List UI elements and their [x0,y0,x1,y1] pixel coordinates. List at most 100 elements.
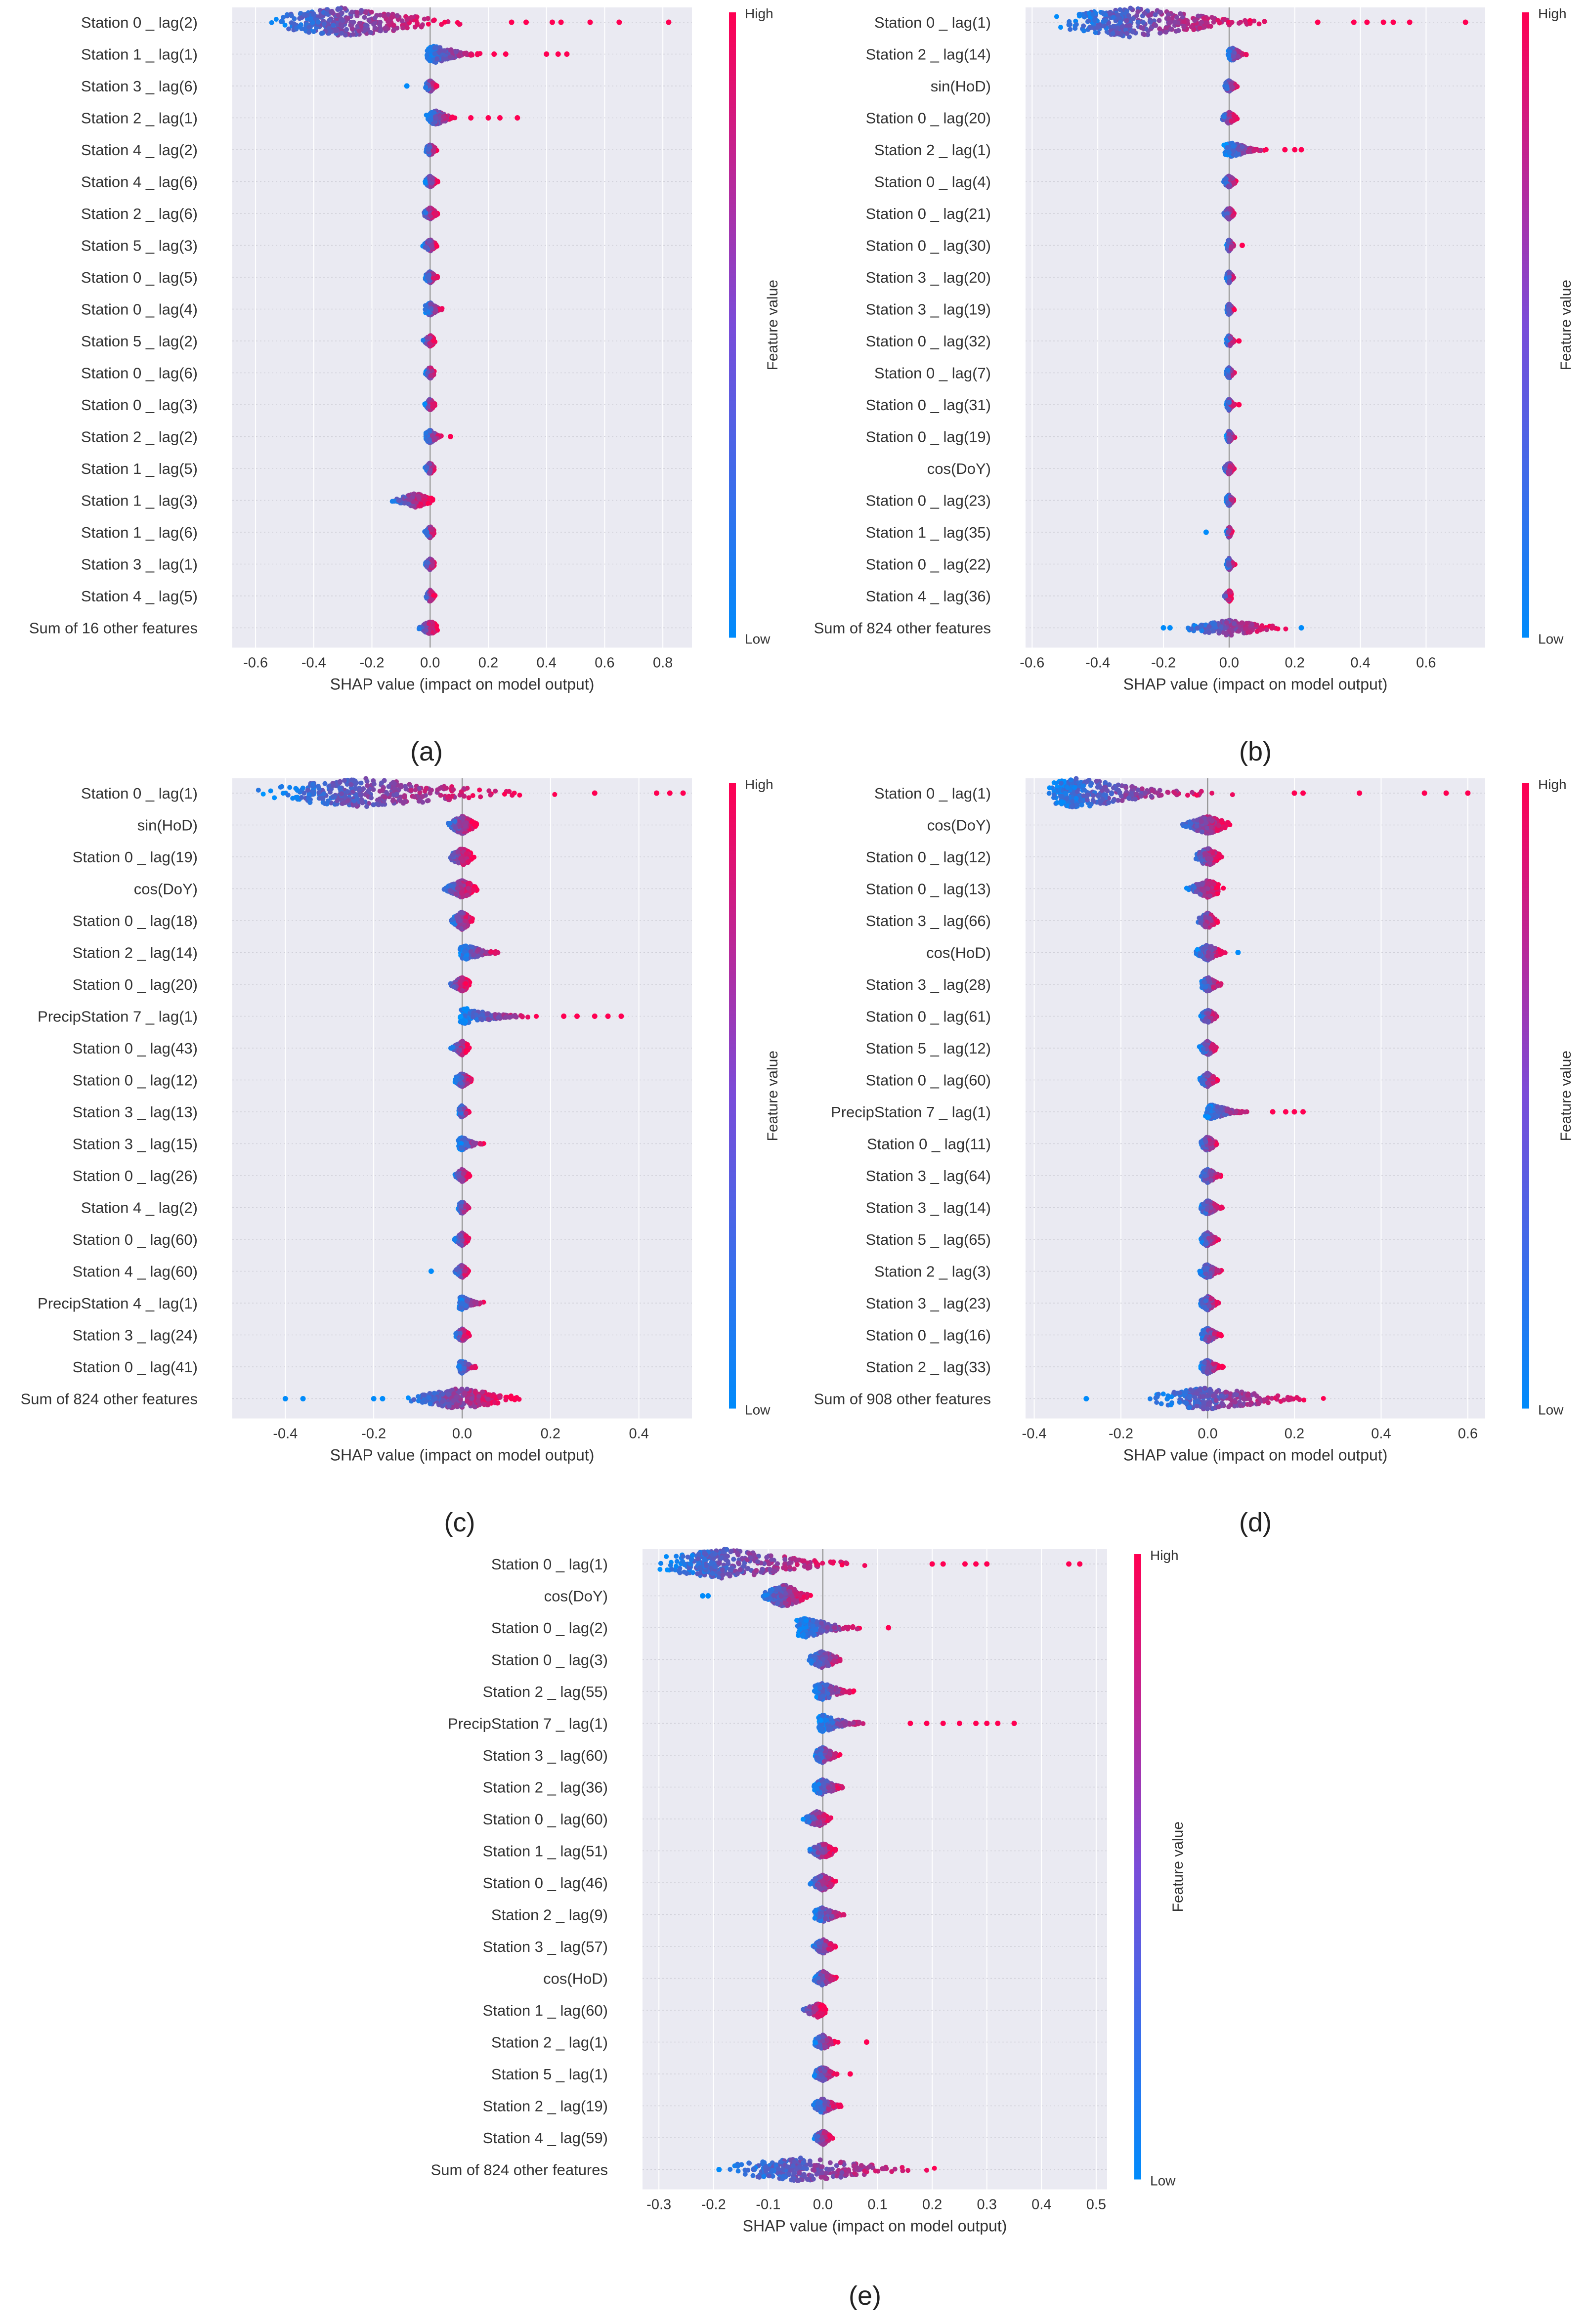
shap-outlier-point [1390,19,1396,25]
shap-point [327,25,332,31]
shap-point [409,15,414,20]
feature-swarm [424,588,438,604]
colorbar [729,12,736,638]
x-tick-label: 0.8 [653,655,673,671]
feature-swarm [1220,110,1240,126]
shap-point [1192,18,1198,23]
shap-point [424,112,429,118]
shap-point [1158,30,1163,36]
shap-point [399,18,405,24]
shap-point [1227,150,1232,156]
shap-point [1157,26,1162,32]
shap-point [1225,215,1230,220]
shap-point [1196,13,1201,19]
feature-label: Station 2 _ lag(14) [866,46,991,63]
feature-label: sin(HoD) [931,78,991,95]
shap-point [429,244,434,249]
shap-point [368,30,374,35]
shap-point [429,433,435,438]
shap-point [1227,177,1233,182]
shap-point [468,52,473,58]
feature-swarm [1221,206,1237,222]
shap-outlier-point [523,19,529,25]
shap-point [1165,12,1171,17]
shap-point [1231,148,1236,153]
shap-point [422,621,428,627]
shap-point [429,558,435,563]
shap-point [280,19,285,24]
shap-point [1142,32,1147,38]
shap-point [350,32,356,37]
feature-swarm [423,300,445,318]
shap-point [372,15,378,21]
shap-point [427,462,432,467]
shap-point [1217,20,1222,26]
shap-point [429,597,434,603]
shap-point [320,30,325,36]
feature-label: Station 3 _ lag(1) [81,556,198,573]
shap-point [1208,24,1213,29]
shap-point [1073,22,1079,27]
feature-swarm [424,142,439,158]
shap-point [1227,270,1233,276]
shap-point [1226,238,1231,244]
shap-point [1172,19,1177,25]
feature-swarm [269,5,672,38]
shap-chart-a: Station 0 _ lag(2)Station 1 _ lag(1)Stat… [29,5,781,693]
shap-point [1148,19,1153,25]
panel-b: Station 0 _ lag(1) Station 2 _ lag(14) sin… [793,0,1587,731]
shap-point [1201,15,1206,21]
shap-point [1068,27,1073,32]
shap-point [424,628,429,633]
shap-point [430,498,435,503]
shap-outlier-point [503,51,509,57]
shap-point [1153,12,1158,17]
shap-point [406,501,411,507]
shap-point [1229,20,1235,25]
feature-label: Station 0 _ lag(1) [874,14,991,31]
shap-point [354,13,360,19]
shap-point [1182,19,1187,25]
shap-point [433,211,438,216]
shap-point [430,338,436,343]
shap-point [1140,25,1145,31]
feature-swarm [424,43,570,65]
shap-point [1231,54,1236,59]
x-tick-label: 0.6 [595,655,614,671]
shap-point [1251,18,1257,24]
shap-outlier-point [666,19,672,25]
shap-point [315,19,321,25]
shap-point [477,51,483,56]
shap-point [1126,13,1131,18]
shap-point [1107,10,1112,16]
shap-point [1115,25,1120,31]
shap-point [1135,9,1141,14]
shap-point [1058,25,1064,30]
shap-point [396,498,401,504]
shap-point [344,27,349,32]
shap-point [427,340,432,346]
shap-point [1086,11,1092,16]
shap-point [434,244,440,249]
shap-point [1153,23,1158,28]
shap-point [389,15,394,20]
shap-point [1066,22,1072,28]
shap-point [1228,246,1234,252]
shap-outlier-point [549,19,555,25]
x-tick-label: -0.4 [301,655,326,671]
shap-point [359,8,364,13]
shap-point [1256,21,1262,27]
shap-point [1092,18,1097,23]
shap-outlier-point [447,434,453,439]
feature-swarm [1221,140,1304,159]
shap-point [431,17,437,23]
shap-point [1163,30,1169,35]
shap-point [363,9,369,14]
shap-point [442,19,447,25]
shap-point [426,21,431,27]
shap-point [1124,8,1129,14]
shap-outlier-point [555,51,561,57]
shap-point [340,24,345,29]
shap-point [304,12,309,18]
shap-point [1090,12,1096,17]
